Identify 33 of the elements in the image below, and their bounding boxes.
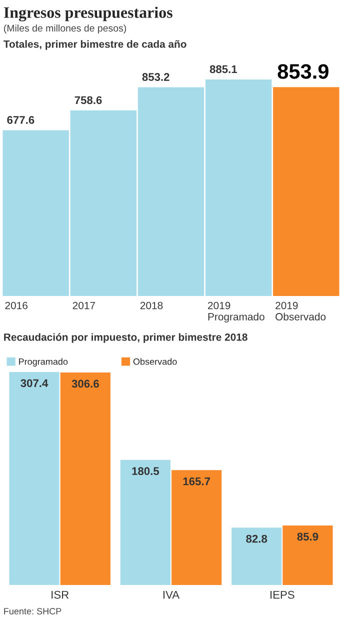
x-tick-label: ISR [52, 590, 69, 599]
bar [282, 525, 333, 585]
x-tick-label: 2019 Observado [276, 302, 326, 320]
bar [120, 460, 170, 585]
legend-label: Programado [19, 358, 68, 367]
x-tick-label: IVA [163, 590, 180, 599]
data-label: 885.1 [210, 65, 238, 74]
data-label: 306.6 [72, 380, 99, 388]
chart-subtitle: (Miles de millones de pesos) [4, 24, 126, 34]
bar [273, 87, 340, 296]
data-label: 758.6 [74, 96, 102, 104]
chart-title: Recaudación por impuesto, primer bimestre 2018 [4, 333, 248, 343]
data-label: 180.5 [132, 467, 160, 476]
bar [172, 470, 222, 585]
data-label: 853.2 [142, 73, 170, 81]
bar [60, 372, 110, 585]
x-tick-label: 2017 [72, 302, 95, 310]
chart-title: Ingresos presupuestarios [4, 6, 172, 22]
data-label: 82.8 [246, 534, 268, 543]
data-label: 853.9 [278, 64, 328, 79]
data-label: 165.7 [183, 477, 210, 486]
data-label: 307.4 [20, 379, 48, 388]
x-tick-label: 2018 [140, 302, 163, 310]
data-label: 85.9 [297, 532, 318, 541]
legend-label: Observado [133, 358, 177, 365]
bar [9, 372, 60, 585]
text: Totales, primer bimestre de cada año [4, 40, 186, 50]
x-tick-label: 2019 Programado [208, 302, 264, 322]
x-tick-label: 2016 [5, 302, 28, 310]
bar [232, 528, 282, 585]
data-label: 677.6 [7, 116, 34, 124]
source-note: Fuente: SHCP [4, 608, 62, 614]
x-tick-label: IEPS [270, 590, 294, 599]
